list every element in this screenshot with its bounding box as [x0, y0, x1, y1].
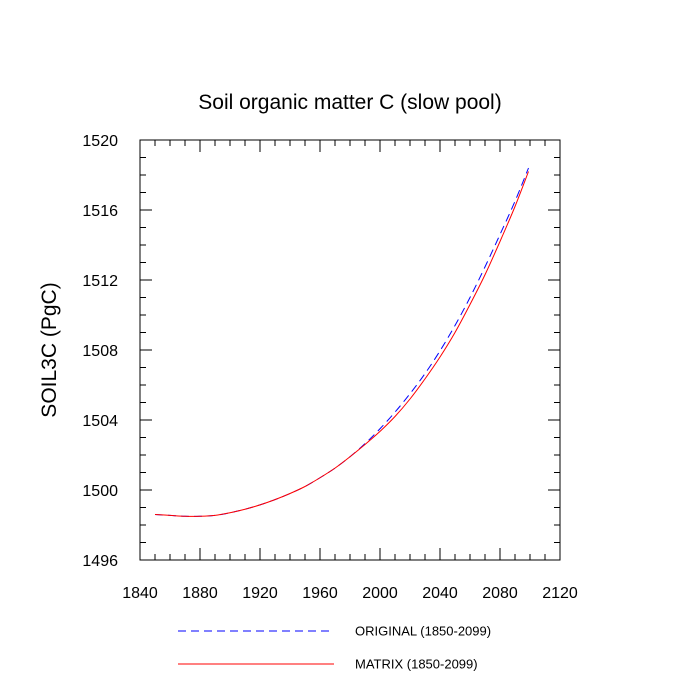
x-tick-label: 2080: [482, 585, 518, 602]
legend: ORIGINAL (1850-2099) MATRIX (1850-2099): [178, 624, 491, 672]
y-tick-label: 1508: [82, 343, 118, 360]
y-tick-label: 1496: [82, 553, 118, 570]
chart-title: Soil organic matter C (slow pool): [198, 91, 501, 114]
series-line-original: [154, 167, 529, 517]
legend-label-original: ORIGINAL (1850-2099): [355, 624, 491, 639]
y-tick-label: 1504: [82, 413, 118, 430]
x-tick-label: 1840: [122, 585, 158, 602]
legend-label-matrix: MATRIX (1850-2099): [355, 657, 478, 672]
y-tick-label: 1512: [82, 273, 118, 290]
y-tick-label: 1500: [82, 483, 118, 500]
y-tick-label: 1516: [82, 203, 118, 220]
x-tick-label: 2040: [422, 585, 458, 602]
x-tick-label: 1880: [182, 585, 218, 602]
x-tick-label: 2120: [542, 585, 578, 602]
y-axis-title: SOIL3C (PgC): [38, 282, 61, 417]
y-tick-label: 1520: [82, 133, 118, 150]
series-lines: [154, 167, 529, 517]
x-tick-label: 1920: [242, 585, 278, 602]
plot-frame: [139, 139, 561, 561]
x-tick-label: 2000: [362, 585, 398, 602]
x-tick-label: 1960: [302, 585, 338, 602]
axis-ticks: 1840 1880 1920 1960 2000 2040 2080 2120 1496 1500…: [82, 133, 577, 602]
series-line-matrix: [154, 171, 529, 517]
